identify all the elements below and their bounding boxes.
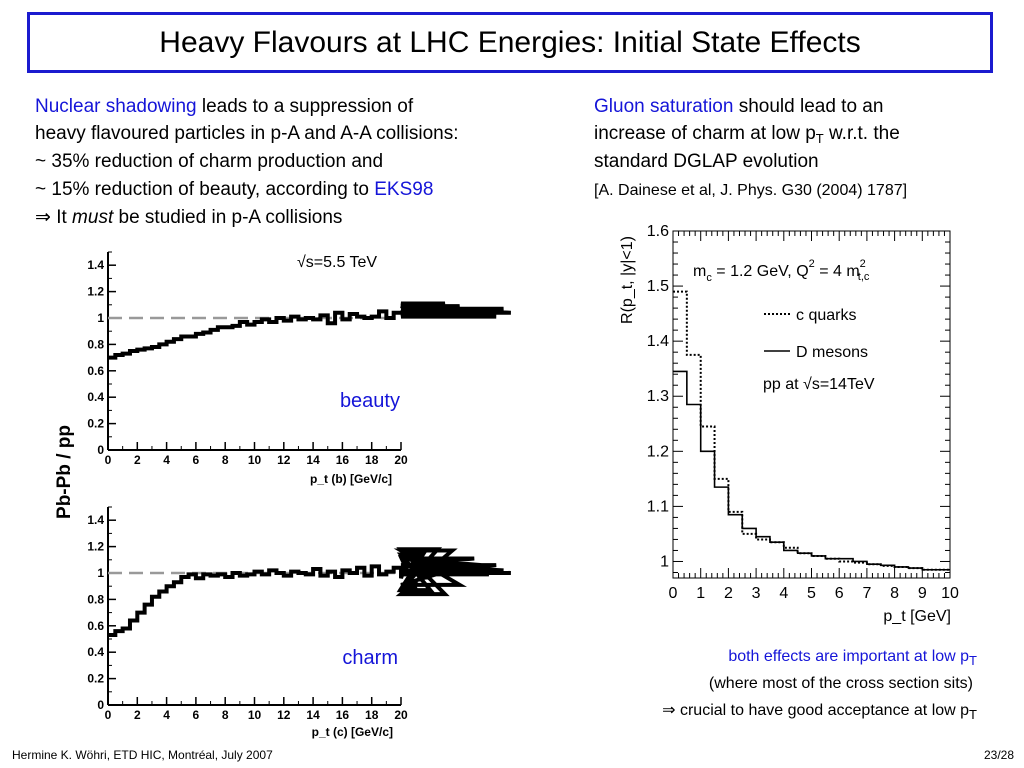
left-line-5: ⇒ It must be studied in p-A collisions bbox=[35, 207, 343, 228]
y-tick-label: 1.4 bbox=[647, 333, 669, 350]
d-mesons-line bbox=[673, 370, 950, 571]
beauty-label: beauty bbox=[340, 390, 400, 412]
beauty-histogram bbox=[108, 301, 511, 360]
y-tick-label: 1.4 bbox=[87, 258, 104, 272]
beauty-xlabel: p_t (b) [GeV/c] bbox=[310, 472, 392, 486]
saturation-xlabel: p_t [GeV] bbox=[883, 608, 951, 625]
slide-title: Heavy Flavours at LHC Energies: Initial … bbox=[159, 25, 861, 59]
x-tick-label: 8 bbox=[222, 708, 229, 722]
x-tick-label: 2 bbox=[134, 708, 141, 722]
implies-arrow: ⇒ bbox=[35, 207, 51, 228]
reference-citation: [A. Dainese et al, J. Phys. G30 (2004) 1… bbox=[594, 182, 908, 199]
y-tick-label: 1 bbox=[660, 553, 669, 570]
x-tick-label: 4 bbox=[163, 708, 170, 722]
x-tick-label: 16 bbox=[336, 708, 350, 722]
bottom-line-1: both effects are important at low pT bbox=[728, 648, 977, 668]
x-tick-label: 0 bbox=[105, 453, 112, 467]
x-tick-label: 4 bbox=[779, 585, 788, 602]
x-tick-label: 20 bbox=[394, 708, 408, 722]
x-tick-label: 12 bbox=[277, 453, 291, 467]
x-tick-label: 1 bbox=[696, 585, 705, 602]
shared-ylabel: Pb-Pb / pp bbox=[54, 425, 75, 519]
y-tick-label: 0.4 bbox=[87, 645, 104, 659]
legend-c-quarks-label: c quarks bbox=[796, 307, 856, 324]
y-tick-label: 0.8 bbox=[87, 337, 104, 351]
y-tick-label: 1.2 bbox=[647, 443, 669, 460]
x-tick-label: 6 bbox=[835, 585, 844, 602]
gluon-saturation-term: Gluon saturation bbox=[594, 96, 734, 117]
y-tick-label: 0.6 bbox=[87, 619, 104, 633]
charm-panel: charm p_t (c) [GeV/c] 0 2 4 6 8 10 12 14 16 18 200… bbox=[87, 506, 511, 739]
x-tick-label: 12 bbox=[277, 708, 291, 722]
eks98-link: EKS98 bbox=[374, 179, 434, 200]
y-tick-label: 0.4 bbox=[87, 390, 104, 404]
y-tick-label: 1.3 bbox=[647, 388, 669, 405]
y-tick-label: 0.2 bbox=[87, 672, 104, 686]
y-tick-label: 1.4 bbox=[87, 513, 104, 527]
x-tick-label: 20 bbox=[394, 453, 408, 467]
y-tick-label: 1.6 bbox=[647, 223, 669, 240]
x-tick-label: 6 bbox=[193, 708, 200, 722]
x-tick-label: 2 bbox=[724, 585, 733, 602]
left-line-4: ~ 15% reduction of beauty, according to … bbox=[35, 179, 434, 200]
x-tick-label: 18 bbox=[365, 708, 379, 722]
y-tick-label: 0.2 bbox=[87, 417, 104, 431]
nuclear-shadowing-term: Nuclear shadowing bbox=[35, 96, 197, 117]
x-tick-label: 0 bbox=[669, 585, 678, 602]
x-tick-label: 8 bbox=[890, 585, 899, 602]
x-tick-label: 10 bbox=[248, 453, 262, 467]
footer-author: Hermine K. Wöhri, ETD HIC, Montréal, Jul… bbox=[12, 748, 273, 762]
saturation-panel: R(p_t, |y|<1) p_t [GeV] mc = 1.2 GeV, Q2… bbox=[619, 223, 959, 625]
x-tick-label: 6 bbox=[193, 453, 200, 467]
x-tick-label: 14 bbox=[306, 708, 320, 722]
system-label: pp at √s=14TeV bbox=[763, 376, 875, 393]
bottom-line-2: (where most of the cross section sits) bbox=[708, 675, 973, 692]
x-tick-label: 8 bbox=[222, 453, 229, 467]
y-tick-label: 0.8 bbox=[87, 592, 104, 606]
x-tick-label: 0 bbox=[105, 708, 112, 722]
y-tick-label: 1 bbox=[97, 566, 104, 580]
x-tick-label: 7 bbox=[862, 585, 871, 602]
energy-label: √s=5.5 TeV bbox=[297, 254, 377, 271]
right-line-1: Gluon saturation should lead to an bbox=[594, 96, 884, 117]
x-tick-label: 9 bbox=[918, 585, 927, 602]
y-tick-label: 1.2 bbox=[87, 540, 104, 554]
x-tick-label: 5 bbox=[807, 585, 816, 602]
y-tick-label: 0.6 bbox=[87, 364, 104, 378]
x-tick-label: 16 bbox=[336, 453, 350, 467]
right-line-3: standard DGLAP evolution bbox=[594, 151, 819, 172]
saturation-ylabel: R(p_t, |y|<1) bbox=[619, 236, 636, 324]
beauty-panel: √s=5.5 TeV beauty p_t (b) [GeV/c] 0 2 4 6 8 1… bbox=[87, 251, 511, 486]
page-number: 23/28 bbox=[983, 748, 1014, 762]
y-tick-label: 1.1 bbox=[647, 498, 669, 515]
plot-frame bbox=[672, 230, 951, 579]
title-box: Heavy Flavours at LHC Energies: Initial … bbox=[27, 12, 993, 73]
legend-d-mesons-label: D mesons bbox=[796, 344, 868, 361]
y-tick-label: 0 bbox=[97, 443, 104, 457]
y-tick-label: 0 bbox=[97, 698, 104, 712]
left-line-1: Nuclear shadowing leads to a suppression… bbox=[35, 96, 414, 117]
c-quarks-line bbox=[673, 290, 950, 571]
x-tick-label: 3 bbox=[752, 585, 761, 602]
y-tick-label: 1 bbox=[97, 311, 104, 325]
x-tick-label: 10 bbox=[941, 585, 959, 602]
right-line-2: increase of charm at low pT w.r.t. the bbox=[594, 123, 900, 146]
saturation-annotation: mc = 1.2 GeV, Q2 = 4 m2 t,c bbox=[693, 258, 870, 284]
x-tick-label: 10 bbox=[248, 708, 262, 722]
charm-label: charm bbox=[342, 647, 398, 669]
x-tick-label: 2 bbox=[134, 453, 141, 467]
charm-histogram bbox=[108, 547, 511, 638]
charm-xlabel: p_t (c) [GeV/c] bbox=[312, 725, 393, 739]
y-tick-label: 1.5 bbox=[647, 278, 669, 295]
y-tick-label: 1.2 bbox=[87, 285, 104, 299]
x-tick-label: 14 bbox=[306, 453, 320, 467]
x-tick-label: 4 bbox=[163, 453, 170, 467]
left-line-2: heavy flavoured particles in p-A and A-A… bbox=[35, 123, 459, 144]
left-line-3: ~ 35% reduction of charm production and bbox=[35, 151, 384, 172]
bottom-line-3: ⇒ crucial to have good acceptance at low… bbox=[662, 702, 977, 722]
x-tick-label: 18 bbox=[365, 453, 379, 467]
